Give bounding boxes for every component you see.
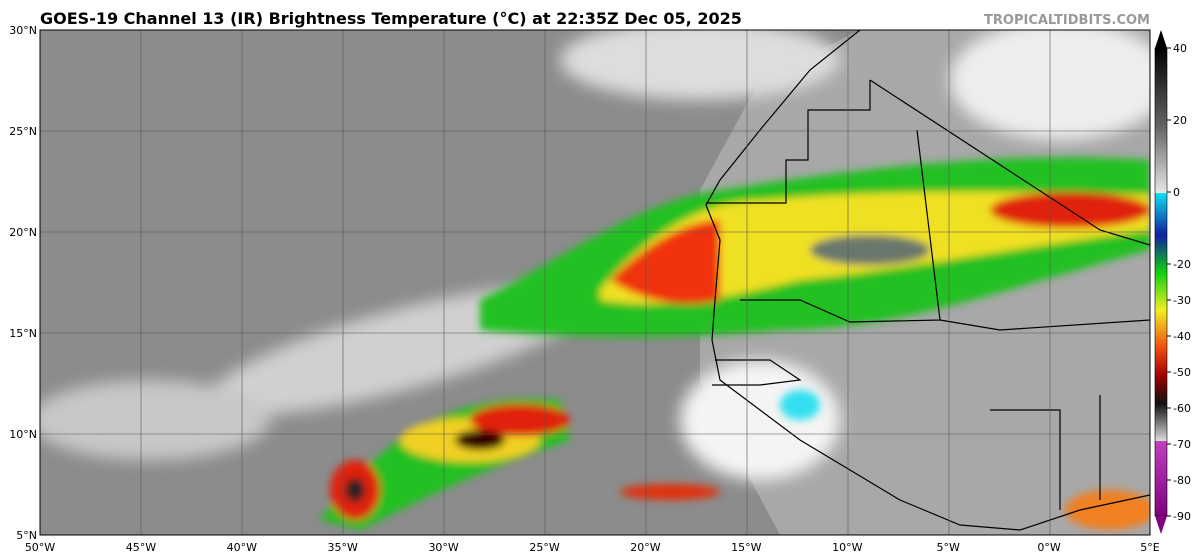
graticule [40,30,1150,535]
colorbar-tick-label: 40 [1173,42,1187,55]
colorbar-arrow-top [1155,30,1167,48]
colorbar-tick-label: 0 [1173,186,1180,199]
map-title: GOES-19 Channel 13 (IR) Brightness Tempe… [40,9,742,28]
colorbar-tick-label: -90 [1173,510,1191,523]
colorbar-tick-label: -50 [1173,366,1191,379]
credit: TROPICALTIDBITS.COM [984,13,1150,28]
convection [320,157,1150,530]
colorbar-tick-label: -20 [1173,258,1191,271]
lon-label: 15°W [731,541,761,554]
coastlines [705,30,1150,531]
colorbar-tick-label: -30 [1173,294,1191,307]
colorbar [1154,30,1168,534]
lat-label: 15°N [9,327,37,340]
lat-label: 30°N [9,24,37,37]
lon-label: 10°W [832,541,862,554]
lon-label: 5°E [1140,541,1159,554]
map-frame [39,29,1151,536]
lon-label: 45°W [126,541,156,554]
lon-label: 35°W [328,541,358,554]
lon-label: 25°W [529,541,559,554]
colorbar-tick-label: -80 [1173,474,1191,487]
lat-label: 5°N [16,529,37,542]
imagery [40,30,1150,535]
colorbar-strip [1154,47,1168,517]
colorbar-tick-label: -70 [1173,438,1191,451]
lon-label: 0°W [1037,541,1060,554]
lon-label: 40°W [227,541,257,554]
lat-label: 10°N [9,428,37,441]
lon-label: 5°W [936,541,959,554]
lon-label: 20°W [630,541,660,554]
colorbar-arrow-bottom [1155,516,1167,534]
lat-label: 25°N [9,125,37,138]
lon-label: 30°W [428,541,458,554]
colorbar-tick-label: -60 [1173,402,1191,415]
lat-label: 20°N [9,226,37,239]
colorbar-tick-label: 20 [1173,114,1187,127]
colorbar-tick-label: -40 [1173,330,1191,343]
lon-label: 50°W [25,541,55,554]
